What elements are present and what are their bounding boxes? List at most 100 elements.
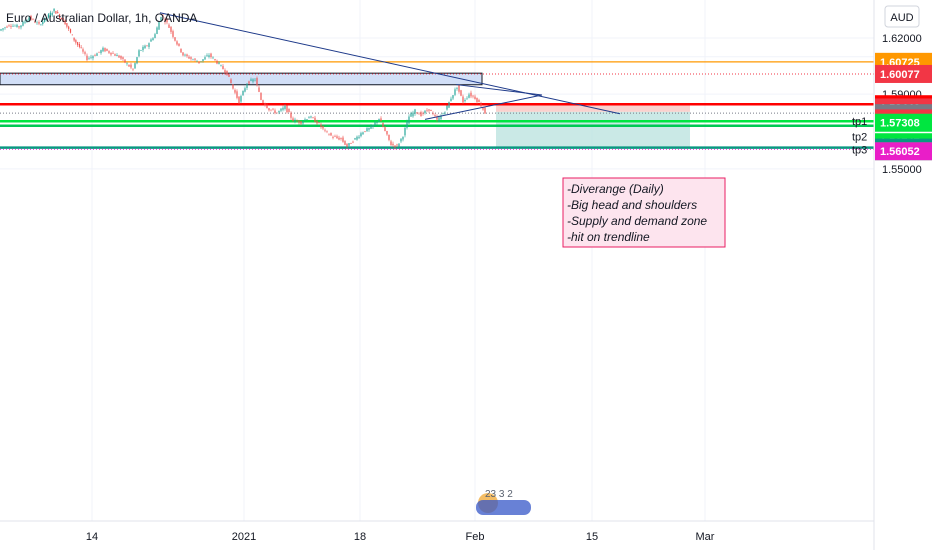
time-axis-ticks: 14 2021 18 Feb 15 Mar [86,531,715,543]
time-tick-label: 18 [354,531,366,543]
candle-body [28,17,30,21]
candle-body [398,143,400,147]
candle-body [372,124,374,128]
annotation-line-4: -hit on trendline [567,230,650,244]
candle-body [60,17,63,20]
candle-body [406,121,408,128]
candle-body [352,141,354,143]
candles [0,8,486,150]
time-tick-label: 15 [586,531,598,543]
candle-body [286,105,288,113]
candle-body [340,137,342,139]
candle-body [436,116,438,120]
candle-body [456,87,458,89]
candle-body [410,113,412,117]
candle-body [80,47,82,48]
candle-body [470,92,472,97]
price-badge: 1.57308 [875,113,932,132]
candle-body [194,58,196,60]
candle-body [204,57,206,60]
trendline-0[interactable] [159,12,621,115]
candle-body [160,16,162,22]
candle-body [12,25,14,27]
candle-body [472,95,474,97]
candle-body [226,70,228,76]
candle-body [47,14,50,18]
candle-body [206,55,208,57]
candle-body [448,101,450,108]
take-profit-zone[interactable] [496,111,690,148]
currency-button-frame[interactable] [884,5,920,28]
candle-body [262,100,264,103]
candle-body [408,116,410,124]
candle-body [162,15,164,18]
tp-label: tp2 [852,132,867,144]
candle-body [282,107,284,110]
trendline-2[interactable] [424,94,543,120]
candle-body [394,145,396,148]
candle-body [232,84,234,89]
candle-body [360,133,362,137]
candle-body [168,24,170,28]
candle-body [69,29,72,33]
tp-label: tp1 [852,116,867,128]
candle-body [322,125,324,129]
candle-body [182,52,184,56]
candle-body [284,105,286,109]
candle-body [148,43,150,47]
candle-body [270,109,272,111]
candle-body [158,21,160,30]
candle-body [308,117,310,119]
candle-body [402,136,404,140]
trendline-1[interactable] [455,84,543,96]
currency-label[interactable]: AUD [890,12,913,24]
price-badge-label: 1.57308 [880,118,920,130]
candle-body [432,112,434,114]
candle-body [57,12,59,14]
candle-body [314,117,316,123]
candle-body [246,83,248,88]
candle-body [222,66,224,70]
currency-button[interactable]: AUD [884,5,920,28]
candle-body [104,48,106,52]
candle-body [268,108,270,111]
candle-body [290,112,292,118]
candle-body [460,90,462,96]
price-badge-bg [875,113,932,132]
candle-body [44,17,46,22]
candle-body [244,88,246,92]
chart-title: Euro / Australian Dollar, 1h, OANDA [6,11,197,25]
annotation-note[interactable]: -Diverange (Daily) -Big head and shoulde… [562,177,726,248]
candle-body [446,105,448,110]
candle-body [126,63,128,65]
candle-body [198,61,200,64]
candle-body [82,49,84,52]
candle-body [430,109,432,112]
candle-body [208,55,210,57]
candle-body [414,109,416,114]
candle-body [274,110,276,114]
candle-body [77,42,79,45]
annotation-box[interactable] [562,177,726,248]
candle-body [128,64,130,67]
candle-body [240,96,242,102]
candle-body [4,27,6,29]
candle-body [466,97,468,99]
supply-demand-zone[interactable] [0,72,483,86]
candle-body [142,46,144,51]
candle-body [478,100,480,103]
candle-body [310,116,312,118]
candle-body [344,141,346,145]
candle-body [346,144,348,147]
candle-body [174,37,176,41]
trendlines [159,12,621,120]
candle-body [296,120,298,122]
candle-body [260,92,262,100]
candle-body [370,126,372,129]
candle-body [480,103,482,107]
price-tick-label: 1.62000 [882,33,922,45]
candle-body [358,136,360,138]
candle-body [73,37,75,41]
